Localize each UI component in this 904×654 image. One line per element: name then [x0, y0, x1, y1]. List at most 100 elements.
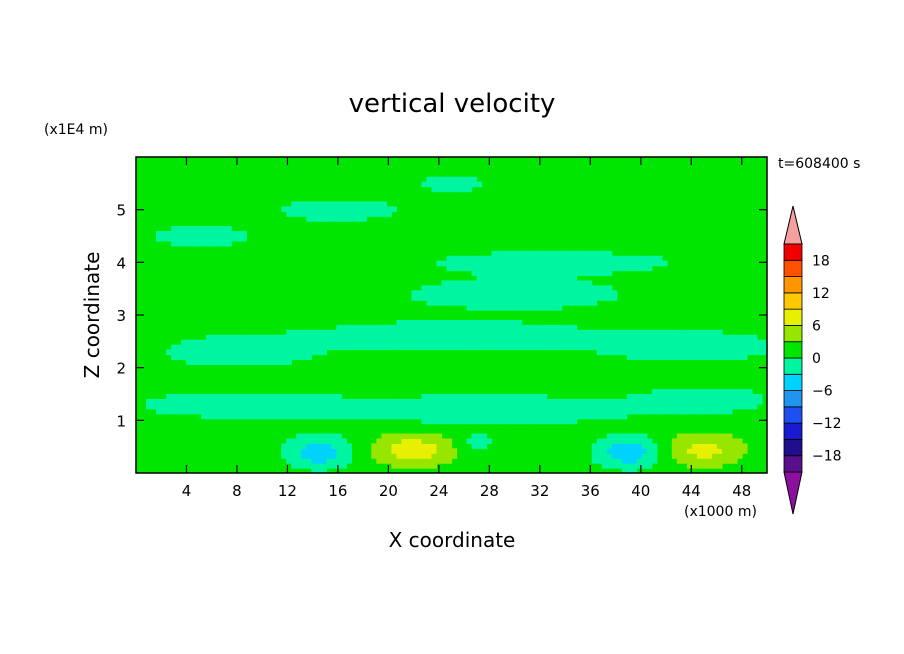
field-cell: [551, 250, 558, 257]
field-cell: [281, 413, 287, 420]
field-cell: [461, 319, 468, 326]
field-cell: [381, 458, 387, 464]
field-cell: [316, 408, 322, 415]
field-cell: [166, 231, 172, 237]
field-cell: [581, 300, 588, 306]
field-cell: [171, 349, 177, 356]
field-cell: [711, 448, 718, 454]
field-cell: [701, 389, 708, 395]
field-cell: [301, 206, 307, 212]
field-cell: [711, 398, 718, 405]
field-cell: [606, 408, 613, 415]
field-cell: [641, 354, 648, 361]
field-cell: [436, 408, 443, 415]
field-cell: [491, 398, 498, 405]
field-cell: [676, 433, 683, 440]
field-cell: [196, 344, 202, 351]
field-cell: [556, 285, 563, 291]
field-cell: [666, 354, 673, 361]
field-cell: [436, 324, 443, 331]
colorbar-tick-label: 6: [812, 318, 821, 334]
field-cell: [526, 260, 533, 267]
field-cell: [616, 443, 623, 449]
field-cell: [311, 349, 317, 356]
field-cell: [221, 339, 227, 346]
field-cell: [576, 398, 583, 405]
field-cell: [326, 206, 332, 212]
field-cell: [506, 280, 513, 286]
field-cell: [736, 334, 743, 341]
field-cell: [401, 463, 408, 469]
field-cell: [601, 250, 608, 257]
x-tick-label: 40: [631, 482, 650, 500]
field-cell: [431, 324, 438, 331]
field-cell: [526, 305, 533, 311]
field-cell: [286, 398, 292, 405]
field-cell: [181, 349, 187, 356]
field-cell: [421, 181, 428, 188]
field-cell: [531, 285, 538, 291]
field-cell: [581, 344, 588, 351]
field-cell: [421, 329, 428, 336]
field-cell: [546, 295, 553, 301]
field-cell: [406, 319, 413, 326]
field-cell: [411, 403, 418, 410]
field-cell: [211, 339, 217, 346]
field-cell: [336, 443, 342, 449]
field-cell: [606, 403, 613, 410]
field-cell: [606, 260, 613, 267]
field-cell: [291, 448, 297, 454]
field-cell: [441, 295, 448, 301]
field-cell: [501, 334, 508, 341]
field-cell: [731, 349, 738, 356]
field-cell: [361, 398, 367, 405]
field-cell: [526, 408, 533, 415]
field-cell: [506, 319, 513, 326]
field-cell: [441, 344, 448, 351]
field-cell: [321, 211, 327, 217]
field-cell: [336, 448, 342, 454]
field-cell: [526, 250, 533, 257]
field-cell: [486, 295, 493, 301]
field-cell: [621, 260, 628, 267]
field-cell: [591, 458, 598, 464]
field-cell: [451, 344, 458, 351]
field-cell: [571, 300, 578, 306]
field-cell: [236, 408, 242, 415]
field-cell: [476, 319, 483, 326]
field-cell: [456, 285, 463, 291]
field-cell: [471, 255, 478, 262]
field-cell: [496, 280, 503, 286]
field-cell: [561, 250, 568, 257]
field-cell: [306, 394, 312, 400]
field-cell: [311, 443, 317, 449]
field-cell: [511, 265, 518, 272]
field-cell: [501, 270, 508, 277]
field-cell: [466, 398, 473, 405]
field-cell: [736, 438, 743, 444]
field-cell: [186, 339, 192, 346]
field-cell: [231, 359, 237, 365]
field-cell: [716, 389, 723, 395]
field-cell: [401, 334, 408, 341]
field-cell: [521, 339, 528, 346]
field-cell: [426, 285, 433, 291]
plot-background: [136, 157, 767, 473]
field-cell: [501, 413, 508, 420]
field-cell: [451, 280, 458, 286]
field-cell: [356, 201, 362, 207]
field-cell: [331, 398, 337, 405]
field-cell: [591, 408, 598, 415]
field-cell: [341, 448, 347, 454]
field-cell: [606, 329, 613, 336]
field-cell: [326, 413, 332, 420]
field-cell: [501, 324, 508, 331]
field-cell: [676, 448, 683, 454]
field-cell: [611, 349, 618, 356]
field-cell: [461, 408, 468, 415]
field-cell: [236, 339, 242, 346]
field-cell: [191, 408, 197, 415]
field-cell: [561, 285, 568, 291]
field-cell: [601, 403, 608, 410]
field-cell: [661, 389, 668, 395]
